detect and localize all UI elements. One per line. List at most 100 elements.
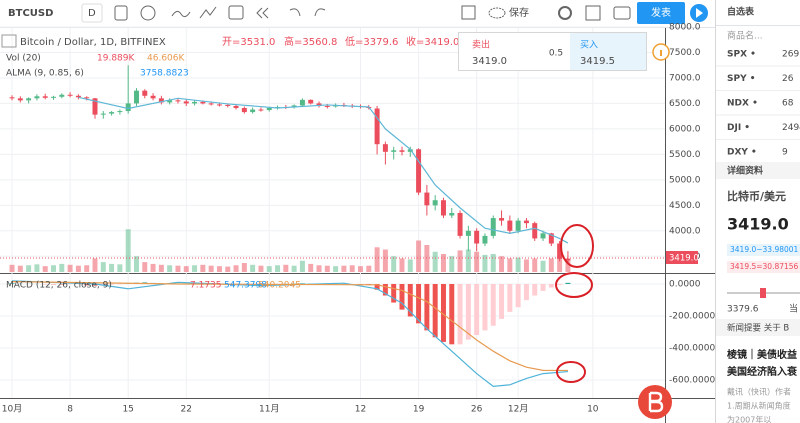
plot xyxy=(9,65,571,388)
volume-bar xyxy=(291,265,297,272)
candle-body xyxy=(316,103,322,106)
alert-icon[interactable] xyxy=(228,5,244,20)
fullscreen-icon[interactable] xyxy=(585,5,601,21)
replay-icon[interactable] xyxy=(256,7,269,19)
save-button[interactable]: 保存 xyxy=(509,6,529,19)
candle-body xyxy=(449,212,455,216)
ask: 3419.5=30.87156 xyxy=(730,262,799,271)
toolbar xyxy=(0,0,715,27)
buy-label[interactable]: 买入 xyxy=(580,40,598,51)
indicator-icon[interactable] xyxy=(171,10,191,18)
buy-price[interactable]: 3419.5 xyxy=(580,56,615,67)
candle-body xyxy=(150,95,156,99)
volume-bar xyxy=(366,265,372,272)
ohlc-close: 收=3419.0 xyxy=(406,35,459,48)
sidebar xyxy=(715,0,800,423)
histogram-bar xyxy=(374,284,380,290)
annotation-circle xyxy=(556,361,586,383)
y-tick-label: 8000.0 xyxy=(669,23,701,33)
volume-bar xyxy=(167,265,173,272)
candle-body xyxy=(158,98,164,103)
day-low: 3379.6 xyxy=(727,305,759,315)
candle-body xyxy=(241,108,247,113)
x-tick-label: 15 xyxy=(122,405,133,415)
y-tick-label: 4000.0 xyxy=(669,226,701,236)
volume-bar xyxy=(565,258,571,272)
annotation-circle xyxy=(560,224,594,268)
range-marker xyxy=(760,288,766,298)
ohlc-open: 开=3531.0 xyxy=(222,37,275,48)
volume-bar xyxy=(482,254,488,272)
redo-icon[interactable] xyxy=(314,8,326,17)
sell-label[interactable]: 卖出 xyxy=(472,39,490,51)
publish-label[interactable]: 发表 xyxy=(651,6,671,19)
volume-bar xyxy=(432,251,438,272)
alma-legend: ALMA (9, 0.85, 6) xyxy=(6,69,84,79)
y-tick-label: 4500.0 xyxy=(669,201,701,211)
volume-bar xyxy=(17,265,23,272)
volume-bar xyxy=(109,263,115,272)
bid: 3419.0−33.98001 xyxy=(730,245,799,254)
template-icon[interactable] xyxy=(199,6,217,19)
candle-body xyxy=(167,100,173,103)
candle-body xyxy=(84,97,90,99)
candle-body xyxy=(258,109,264,111)
candle-body xyxy=(548,233,554,244)
watch-symbol: SPX • xyxy=(727,50,756,60)
buy-area[interactable] xyxy=(570,33,646,70)
layout-icon[interactable] xyxy=(461,5,476,20)
volume-bar xyxy=(100,262,106,272)
undo-icon[interactable] xyxy=(289,8,301,17)
add-icon[interactable] xyxy=(140,5,156,21)
axes: 8000.0 7500.0 7000.0 6500.0 6000.0 5500.0 5000… xyxy=(2,23,716,415)
volume-bar xyxy=(92,258,98,272)
volume-bar xyxy=(499,256,505,272)
publish-button[interactable] xyxy=(637,2,685,24)
volume-bar xyxy=(540,260,546,272)
volume-bar xyxy=(59,263,65,272)
snapshot-icon[interactable] xyxy=(613,6,631,20)
histogram-bar xyxy=(432,284,438,338)
x-tick-label: 12月 xyxy=(508,404,528,415)
histogram-bar xyxy=(457,284,463,345)
candle-body xyxy=(34,96,40,99)
alma-line xyxy=(78,96,569,244)
volume-bar xyxy=(299,260,305,272)
candle-body xyxy=(216,104,222,106)
macd-tick-label: -600.0000 xyxy=(669,376,715,386)
volume-bar xyxy=(391,256,397,272)
y-tick-label: 5500.0 xyxy=(669,150,701,160)
settings-icon[interactable] xyxy=(558,6,572,20)
headline[interactable]: 美国经济陷入衰 xyxy=(727,365,798,378)
x-tick-label: 12 xyxy=(355,405,366,415)
volume-bar xyxy=(532,258,538,272)
volume-bar xyxy=(507,258,513,272)
news-meta: 1.周期从新闻角度 xyxy=(727,401,791,411)
volume-bar xyxy=(175,265,181,272)
histogram-bar xyxy=(84,284,90,286)
symbol[interactable]: BTCUSD xyxy=(8,8,53,19)
volume-bar xyxy=(399,258,405,272)
candle-body xyxy=(233,105,239,109)
bars-icon[interactable] xyxy=(114,5,128,21)
play-icon xyxy=(696,8,703,18)
volume-bar xyxy=(382,249,388,272)
candle-body xyxy=(382,144,388,152)
sell-price[interactable]: 3419.0 xyxy=(472,56,507,67)
headline[interactable]: 棱镜｜美债收益 xyxy=(727,348,797,361)
macd-legend: MACD (12, 26, close, 9) xyxy=(6,281,112,291)
volume-bar xyxy=(9,264,15,272)
volume-bar xyxy=(241,263,247,272)
details-title: 详细资料 xyxy=(727,165,763,177)
interval[interactable]: D xyxy=(88,8,96,19)
watch-price: 269 xyxy=(782,50,799,60)
watch-price: 2494 xyxy=(782,123,800,133)
candle-body xyxy=(17,98,23,101)
collapse-icon[interactable] xyxy=(1,34,17,48)
histogram-bar xyxy=(109,284,115,285)
interval-box[interactable] xyxy=(81,3,103,23)
pair-name: 比特币/美元 xyxy=(727,189,786,203)
cloud-icon[interactable] xyxy=(488,7,506,19)
histogram-bar xyxy=(557,284,563,286)
